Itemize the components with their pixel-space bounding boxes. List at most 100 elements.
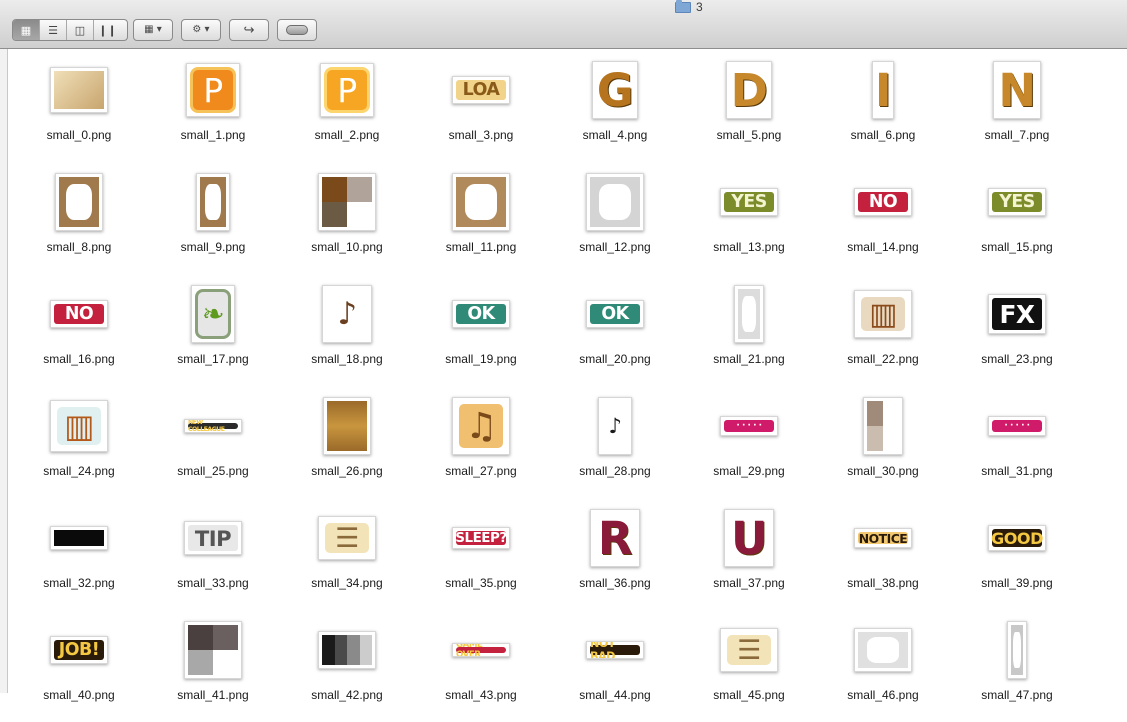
file-thumbnail[interactable]: GOOD (988, 525, 1046, 551)
file-thumbnail[interactable]: NOTICE (854, 528, 912, 548)
file-item[interactable]: LOA small_3.png (414, 50, 548, 162)
file-thumbnail[interactable]: TIP (184, 521, 242, 555)
file-thumbnail[interactable]: NOT BAD (586, 641, 644, 659)
file-thumbnail[interactable] (323, 397, 371, 455)
file-thumbnail[interactable]: Ρ (186, 63, 240, 117)
file-thumbnail[interactable]: ☰ (318, 516, 376, 560)
action-gear-menu-button[interactable]: ⚙ ▾ (181, 19, 221, 41)
file-thumbnail[interactable] (734, 285, 764, 343)
file-item[interactable]: OK small_19.png (414, 274, 548, 386)
file-item[interactable]: ▥ small_24.png (12, 386, 146, 498)
file-item[interactable]: GOOD small_39.png (950, 498, 1084, 610)
file-item[interactable]: small_11.png (414, 162, 548, 274)
file-item[interactable]: small_32.png (12, 498, 146, 610)
file-item[interactable]: small_21.png (682, 274, 816, 386)
file-thumbnail[interactable] (318, 173, 376, 231)
file-item[interactable]: small_9.png (146, 162, 280, 274)
file-item[interactable]: small_10.png (280, 162, 414, 274)
arrange-menu-button[interactable]: ▦ ▾ (133, 19, 173, 41)
file-item[interactable]: ▥ small_22.png (816, 274, 950, 386)
file-thumbnail[interactable]: ▥ (854, 290, 912, 338)
file-item[interactable]: ☰ small_34.png (280, 498, 414, 610)
file-item[interactable]: small_12.png (548, 162, 682, 274)
file-item[interactable]: · · · · · small_31.png (950, 386, 1084, 498)
file-item[interactable]: ♪ small_18.png (280, 274, 414, 386)
file-item[interactable]: small_30.png (816, 386, 950, 498)
toggle-toolbar-button[interactable] (277, 19, 317, 41)
file-item[interactable]: NO small_16.png (12, 274, 146, 386)
file-item[interactable]: GAME OVER small_43.png (414, 610, 548, 722)
file-thumbnail[interactable]: NEW COLLEAGUE (184, 419, 242, 433)
file-item[interactable]: TIP small_33.png (146, 498, 280, 610)
file-thumbnail[interactable]: OK (586, 300, 644, 328)
file-item[interactable]: ☰ small_45.png (682, 610, 816, 722)
file-item[interactable]: small_26.png (280, 386, 414, 498)
file-item[interactable]: small_42.png (280, 610, 414, 722)
file-item[interactable]: small_46.png (816, 610, 950, 722)
file-thumbnail[interactable] (50, 67, 108, 113)
file-thumbnail[interactable] (196, 173, 230, 231)
file-thumbnail[interactable]: · · · · · (988, 416, 1046, 436)
file-thumbnail[interactable] (55, 173, 103, 231)
file-thumbnail[interactable]: OK (452, 300, 510, 328)
file-item[interactable]: SLEEP? small_35.png (414, 498, 548, 610)
file-thumbnail[interactable]: YES (988, 188, 1046, 216)
file-item[interactable]: small_47.png (950, 610, 1084, 722)
file-item[interactable]: OK small_20.png (548, 274, 682, 386)
file-thumbnail[interactable] (586, 173, 644, 231)
file-item[interactable]: NO small_14.png (816, 162, 950, 274)
file-thumbnail[interactable]: ♪ (598, 397, 632, 455)
file-thumbnail[interactable]: ♫ (452, 397, 510, 455)
file-thumbnail[interactable] (1007, 621, 1027, 679)
file-thumbnail[interactable]: Ρ (320, 63, 374, 117)
file-thumbnail[interactable]: NO (50, 300, 108, 328)
file-thumbnail[interactable] (452, 173, 510, 231)
file-thumbnail[interactable]: R (590, 509, 640, 567)
file-thumbnail[interactable] (318, 631, 376, 669)
file-thumbnail[interactable]: SLEEP? (452, 527, 510, 549)
file-thumbnail[interactable] (863, 397, 903, 455)
icon-view-button[interactable]: ▦ (13, 20, 40, 40)
coverflow-view-button[interactable]: ❙❙ (98, 23, 117, 37)
file-thumbnail[interactable]: YES (720, 188, 778, 216)
file-thumbnail[interactable]: ♪ (322, 285, 372, 343)
file-item[interactable]: NOTICE small_38.png (816, 498, 950, 610)
file-thumbnail[interactable]: ❧ (191, 285, 235, 343)
column-view-button[interactable]: ◫ (67, 20, 94, 40)
file-item[interactable]: small_41.png (146, 610, 280, 722)
file-item[interactable]: NEW COLLEAGUE small_25.png (146, 386, 280, 498)
file-thumbnail[interactable]: JOB! (50, 636, 108, 664)
file-thumbnail[interactable]: I (872, 61, 894, 119)
file-thumbnail[interactable]: NO (854, 188, 912, 216)
file-thumbnail[interactable]: D (726, 61, 772, 119)
file-thumbnail[interactable]: ☰ (720, 628, 778, 672)
view-mode-segmented-control[interactable]: ▦ ☰ ◫ ❙❙ (12, 19, 128, 41)
file-thumbnail[interactable]: N (993, 61, 1041, 119)
file-item[interactable]: small_8.png (12, 162, 146, 274)
list-view-button[interactable]: ☰ (40, 20, 67, 40)
file-item[interactable]: YES small_13.png (682, 162, 816, 274)
file-thumbnail[interactable]: G (592, 61, 638, 119)
file-item[interactable]: NOT BAD small_44.png (548, 610, 682, 722)
file-thumbnail[interactable]: GAME OVER (452, 643, 510, 657)
share-button[interactable]: ↪ (229, 19, 269, 41)
file-item[interactable]: JOB! small_40.png (12, 610, 146, 722)
file-item[interactable]: ❧ small_17.png (146, 274, 280, 386)
file-thumbnail[interactable] (184, 621, 242, 679)
file-item[interactable]: ♫ small_27.png (414, 386, 548, 498)
file-thumbnail[interactable]: · · · · · (720, 416, 778, 436)
file-item[interactable]: small_0.png (12, 50, 146, 162)
file-item[interactable]: · · · · · small_29.png (682, 386, 816, 498)
file-item[interactable]: FX small_23.png (950, 274, 1084, 386)
file-item[interactable]: ♪ small_28.png (548, 386, 682, 498)
file-thumbnail[interactable]: U (724, 509, 774, 567)
file-thumbnail[interactable]: LOA (452, 76, 510, 104)
